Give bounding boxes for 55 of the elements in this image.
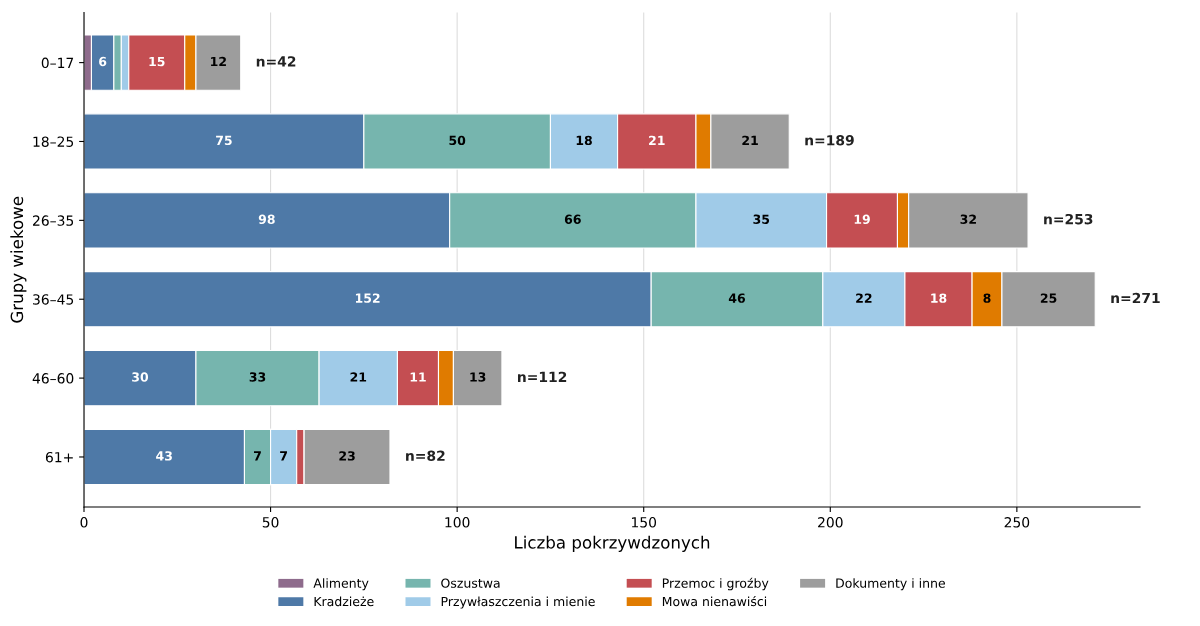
data-label: 6 <box>99 56 107 67</box>
data-label: 32 <box>960 214 976 224</box>
data-label: 50 <box>449 135 466 146</box>
data-label: 35 <box>753 214 770 224</box>
data-label: 75 <box>216 135 232 146</box>
data-label: 11 <box>410 372 426 382</box>
legend-label: Oszustwa <box>441 578 500 588</box>
legend-label: Przywłaszczenia i mienie <box>441 596 595 609</box>
x-tick-label: 150 <box>631 517 657 528</box>
legend-label: Alimenty <box>313 578 369 591</box>
data-label: 43 <box>156 451 172 461</box>
data-label: 25 <box>1040 293 1057 303</box>
total-label: n=271 <box>1111 292 1160 304</box>
x-tick-label: 250 <box>1004 517 1030 528</box>
y-axis-title: Grupy wiekowe <box>10 196 27 323</box>
total-label: n=42 <box>256 56 296 67</box>
legend-label: Mowa nienawiści <box>662 596 767 607</box>
x-tick-label: 100 <box>445 517 470 528</box>
data-label: 12 <box>211 56 226 67</box>
x-axis-title: Liczba pokrzywdzonych <box>515 535 710 552</box>
data-label: 33 <box>249 372 266 382</box>
data-label: 18 <box>576 135 592 146</box>
data-label: 21 <box>742 135 758 145</box>
total-label: n=82 <box>406 450 445 461</box>
legend-label: Dokumenty i inne <box>836 578 945 591</box>
data-label: 66 <box>564 214 581 224</box>
legend-label: Przemoc i groźby <box>662 577 769 591</box>
y-tick-label: 0–17 <box>41 57 74 69</box>
data-label: 22 <box>856 293 872 303</box>
data-label: 7 <box>280 451 287 461</box>
data-label: 18 <box>931 293 947 303</box>
data-label: 15 <box>149 56 165 67</box>
x-tick-label: 0 <box>80 517 88 528</box>
data-label: 23 <box>339 451 355 461</box>
total-label: n=112 <box>518 371 567 382</box>
y-tick-label: 61+ <box>45 451 73 463</box>
y-tick-label: 46–60 <box>32 373 74 384</box>
data-label: 98 <box>258 214 275 224</box>
total-label: n=253 <box>1044 213 1093 225</box>
data-label: 8 <box>983 293 991 303</box>
data-label: 7 <box>254 451 261 461</box>
x-tick-label: 200 <box>818 517 843 528</box>
y-tick-label: 36–45 <box>33 294 74 305</box>
total-label: n=189 <box>805 135 854 146</box>
data-label: 30 <box>132 372 149 382</box>
legend-label: Kradzieże <box>314 596 374 607</box>
data-label: 21 <box>350 372 367 382</box>
data-label: 19 <box>854 214 870 224</box>
x-tick-label: 50 <box>262 517 279 528</box>
data-label: 13 <box>470 372 486 382</box>
y-tick-label: 26–35 <box>33 215 74 226</box>
data-label: 21 <box>649 135 665 145</box>
data-label: 152 <box>355 293 380 303</box>
y-tick-label: 18–25 <box>33 136 74 147</box>
data-label: 46 <box>728 293 746 303</box>
